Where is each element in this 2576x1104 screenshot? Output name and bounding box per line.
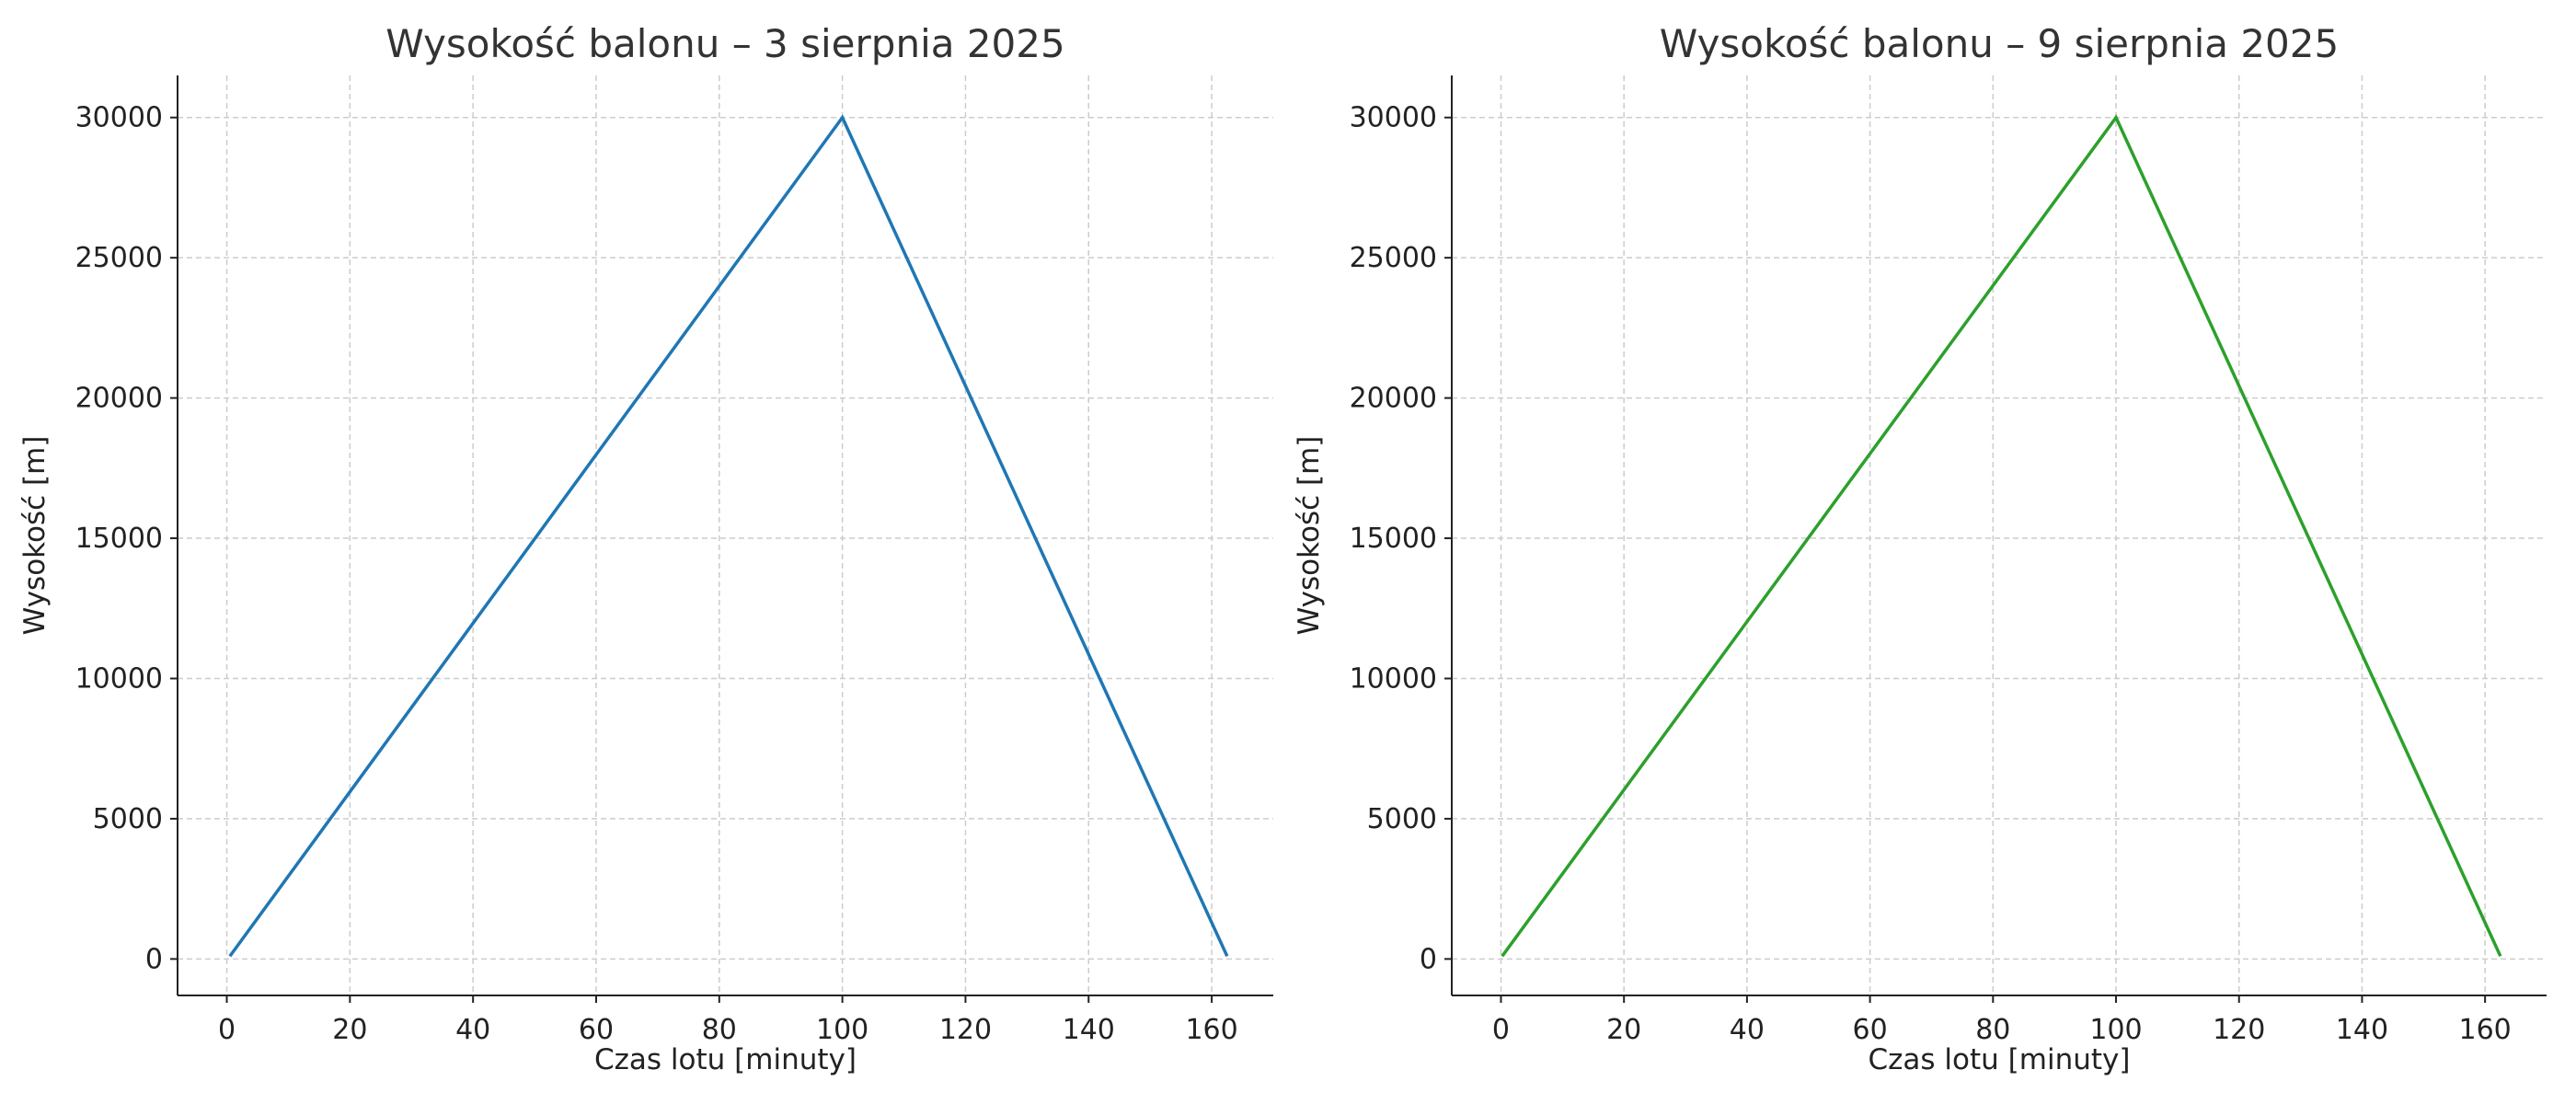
x-tick-label: 160 <box>2459 1014 2512 1046</box>
chart-left: 0 20 40 60 80 100 120 140 160 0 5000 10000 15000 2000… <box>18 21 1273 1076</box>
series-line <box>1501 114 2502 958</box>
y-tick-label: 20000 <box>75 383 163 415</box>
x-tick-label: 120 <box>939 1014 992 1046</box>
y-tick-label: 5000 <box>1367 803 1437 835</box>
chart-title: Wysokość balonu – 3 sierpnia 2025 <box>385 21 1064 66</box>
x-tick-label: 60 <box>579 1014 614 1046</box>
x-tick-label: 20 <box>1606 1014 1641 1046</box>
x-tick-label: 100 <box>2089 1014 2142 1046</box>
x-tick-label: 80 <box>702 1014 737 1046</box>
x-tick-label: 0 <box>1492 1014 1510 1046</box>
x-tick-label: 20 <box>332 1014 367 1046</box>
x-tick-label: 40 <box>455 1014 490 1046</box>
y-tick-label: 15000 <box>1350 523 1437 555</box>
x-tick-label: 120 <box>2213 1014 2265 1046</box>
x-tick-label: 40 <box>1730 1014 1765 1046</box>
y-tick-label: 25000 <box>1350 242 1437 274</box>
y-tick-label: 30000 <box>75 102 163 134</box>
chart-title: Wysokość balonu – 9 sierpnia 2025 <box>1660 21 2339 66</box>
chart-right: 0 20 40 60 80 100 120 140 160 0 5000 10000 15000 2000… <box>1293 21 2547 1076</box>
y-tick-label: 25000 <box>75 242 163 274</box>
y-tick-label: 10000 <box>1350 662 1437 695</box>
y-tick-label: 15000 <box>75 523 163 555</box>
x-axis-label: Czas lotu [minuty] <box>594 1043 857 1076</box>
x-tick-label: 140 <box>1063 1014 1115 1046</box>
x-tick-label: 140 <box>2336 1014 2388 1046</box>
x-tick-label: 60 <box>1853 1014 1888 1046</box>
x-tick-label: 100 <box>816 1014 868 1046</box>
y-axis-label: Wysokość [m] <box>1293 436 1326 636</box>
x-tick-label: 0 <box>218 1014 236 1046</box>
y-tick-label: 10000 <box>75 662 163 695</box>
x-tick-label: 160 <box>1185 1014 1237 1046</box>
y-tick-label: 5000 <box>93 803 163 835</box>
y-axis-label: Wysokość [m] <box>18 436 52 636</box>
x-tick-label: 80 <box>1975 1014 2010 1046</box>
series-line <box>228 114 1229 958</box>
y-tick-label: 20000 <box>1350 383 1437 415</box>
y-tick-label: 30000 <box>1350 102 1437 134</box>
y-tick-label: 0 <box>145 943 163 975</box>
y-tick-label: 0 <box>1420 943 1437 975</box>
x-axis-label: Czas lotu [minuty] <box>1869 1043 2131 1076</box>
